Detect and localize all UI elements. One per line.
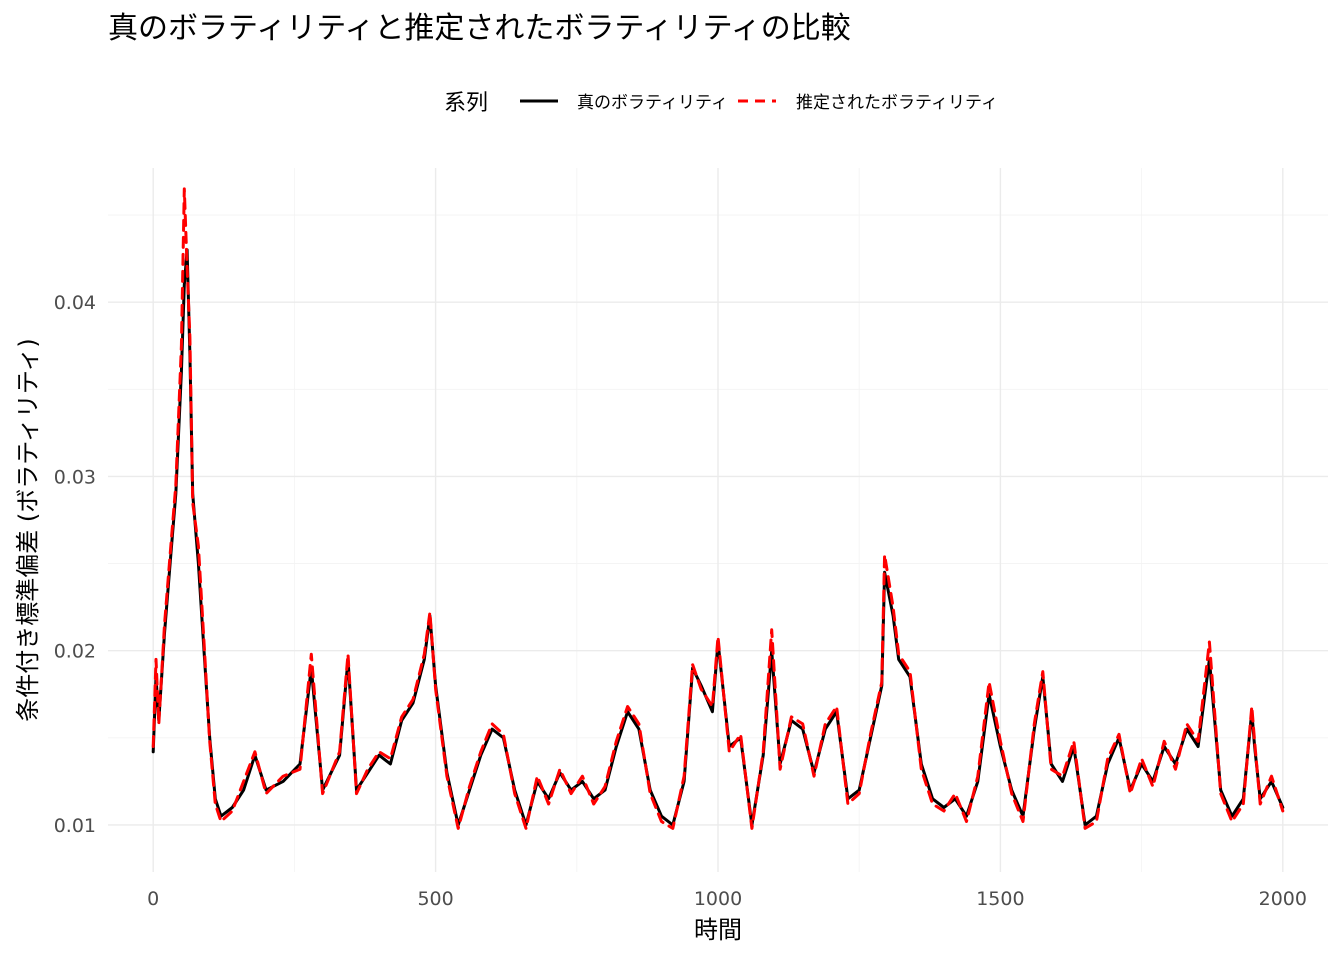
y-tick-label: 0.01 <box>54 815 96 837</box>
x-axis-label: 時間 <box>694 916 742 944</box>
y-tick-label: 0.03 <box>54 466 96 488</box>
x-tick-label: 2000 <box>1259 888 1307 910</box>
axis-ticks: 0 500 1000 1500 2000 0.01 0.02 0.03 0.04 <box>54 292 1307 910</box>
x-tick-label: 0 <box>147 888 159 910</box>
series-line-estimated-volatility <box>151 187 1285 830</box>
x-tick-label: 500 <box>417 888 453 910</box>
plot-grid <box>108 168 1328 872</box>
chart-title: 真のボラティリティと推定されたボラティリティの比較 <box>108 11 851 46</box>
legend-label-true-volatility: 真のボラティリティ <box>577 93 728 113</box>
legend: 系列 真のボラティリティ 推定されたボラティリティ <box>444 91 998 116</box>
x-tick-label: 1500 <box>976 888 1024 910</box>
legend-label-estimated-volatility: 推定されたボラティリティ <box>796 93 998 113</box>
y-tick-label: 0.02 <box>54 641 96 663</box>
plot-series <box>151 187 1285 830</box>
legend-title: 系列 <box>444 91 488 116</box>
x-tick-label: 1000 <box>694 888 742 910</box>
y-axis-label: 条件付き標準偏差 (ボラティリティ) <box>14 338 42 721</box>
y-tick-label: 0.04 <box>54 292 96 314</box>
